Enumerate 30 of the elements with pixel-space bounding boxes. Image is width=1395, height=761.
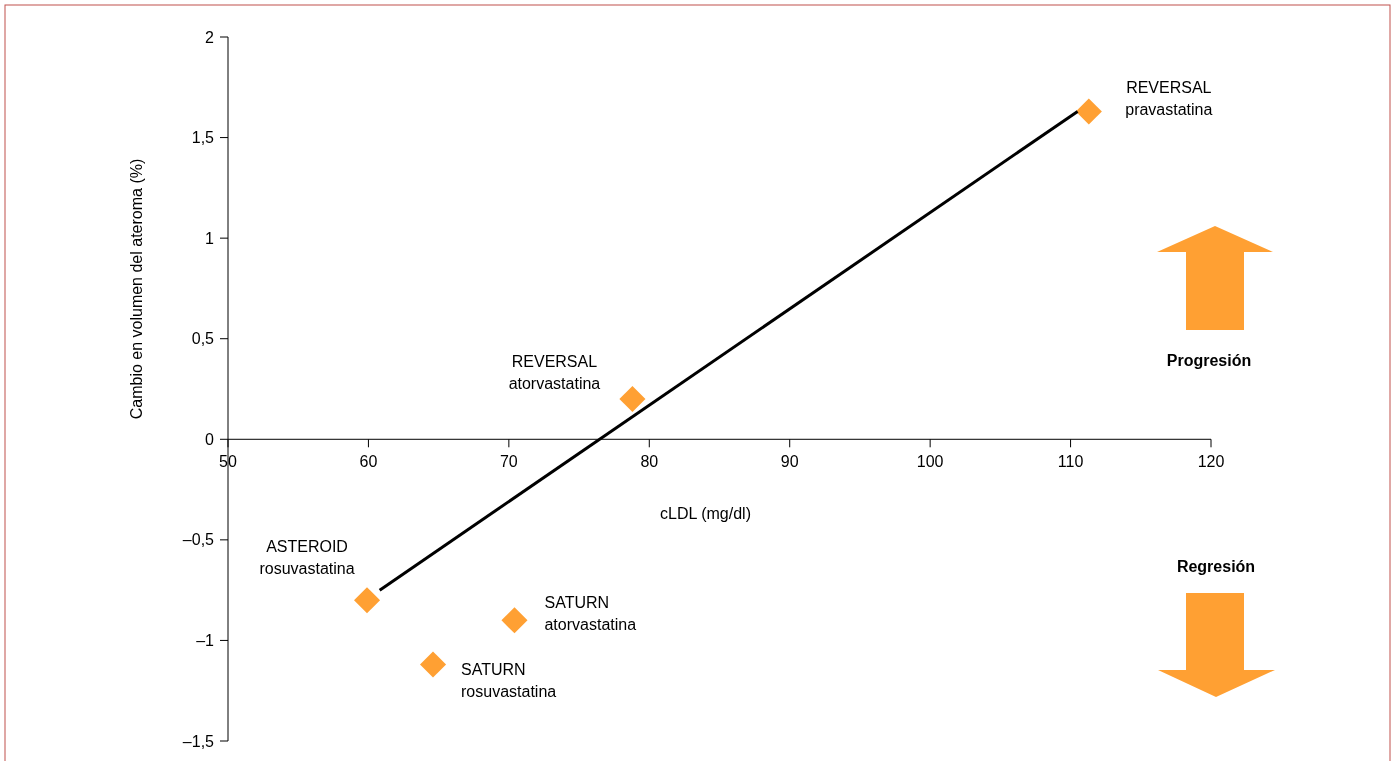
annotation: Progresión (1166, 352, 1252, 369)
x-tick-label: 80 (640, 453, 659, 471)
x-tick-label: 110 (1057, 453, 1084, 471)
point (1075, 98, 1102, 125)
point (419, 651, 447, 678)
y-tick-label: –1,5 (182, 732, 215, 750)
x-axis-title: cLDL (mg/dl) (660, 505, 751, 523)
annotation: SATURN atorvastatina (544, 594, 637, 634)
x-tick-label: 100 (916, 453, 944, 471)
annotation: Regresión (1176, 558, 1256, 575)
x-tick-label: 50 (219, 453, 237, 471)
annotation: REVERSAL atorvastatina (508, 353, 601, 393)
annotation: ASTEROID rosuvastatina (259, 538, 355, 578)
y-tick-label: 2 (205, 28, 215, 46)
point (501, 607, 528, 634)
y-tick-label: –1 (196, 632, 215, 650)
y-tick-label: 1,5 (191, 129, 215, 147)
y-axis-title: Cambio en volumen del ateroma (%) (128, 158, 145, 420)
point (619, 386, 646, 413)
annotation: REVERSAL pravastatina (1125, 79, 1213, 119)
y-tick-label: –0,5 (182, 531, 215, 549)
point (353, 587, 381, 614)
y-tick-label: 0,5 (191, 330, 215, 348)
x-tick-label: 90 (780, 453, 799, 471)
y-tick-label: 0 (205, 430, 215, 448)
y-tick-label: 1 (205, 229, 215, 247)
x-tick-label: 60 (359, 453, 378, 471)
x-tick-label: 120 (1197, 453, 1225, 471)
annotation: SATURN rosuvastatina (461, 660, 557, 700)
x-tick-label: 70 (499, 453, 518, 471)
